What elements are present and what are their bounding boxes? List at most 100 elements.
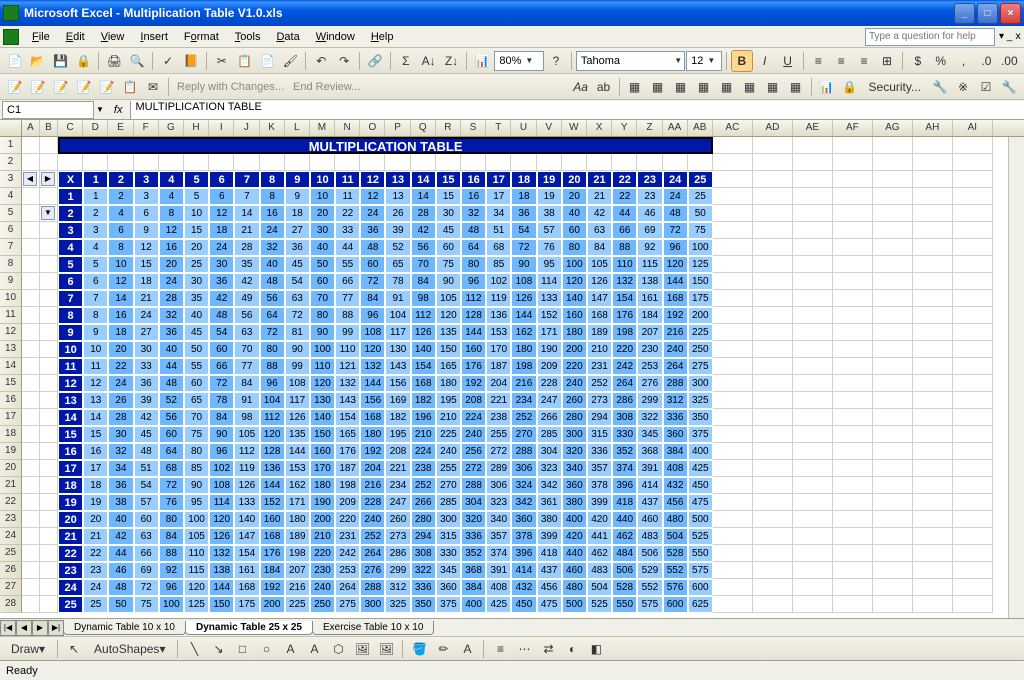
- table-cell[interactable]: 125: [184, 596, 209, 613]
- table-cell[interactable]: 462: [612, 528, 637, 545]
- tb2-c7[interactable]: ▦: [762, 76, 784, 98]
- row-header[interactable]: 18: [0, 426, 22, 443]
- table-cell[interactable]: 6: [108, 222, 133, 239]
- zoom-dropdown[interactable]: 80%▼: [494, 51, 544, 71]
- table-cell[interactable]: 70: [234, 341, 259, 358]
- table-cell[interactable]: 50: [310, 256, 335, 273]
- table-cell[interactable]: 9: [134, 222, 159, 239]
- table-cell[interactable]: 195: [385, 426, 410, 443]
- tab-first-icon[interactable]: |◀: [0, 620, 16, 636]
- table-cell[interactable]: 16: [108, 307, 133, 324]
- new-icon[interactable]: 📄: [4, 50, 26, 72]
- textbox-icon[interactable]: A: [279, 638, 301, 660]
- table-cell[interactable]: 54: [511, 222, 536, 239]
- table-cell[interactable]: 84: [234, 375, 259, 392]
- table-cell[interactable]: 176: [335, 443, 360, 460]
- table-cell[interactable]: 115: [637, 256, 662, 273]
- dash-style-icon[interactable]: ⋯: [513, 638, 535, 660]
- table-cell[interactable]: 119: [234, 460, 259, 477]
- row-header[interactable]: 6: [0, 222, 22, 239]
- table-cell[interactable]: 63: [234, 324, 259, 341]
- table-cell[interactable]: 255: [486, 426, 511, 443]
- col-header[interactable]: D: [83, 120, 108, 136]
- table-cell[interactable]: 325: [385, 596, 410, 613]
- table-cell[interactable]: 240: [310, 579, 335, 596]
- table-cell[interactable]: 28: [108, 409, 133, 426]
- table-cell[interactable]: 24: [209, 239, 234, 256]
- table-cell[interactable]: 285: [436, 494, 461, 511]
- table-cell[interactable]: 75: [134, 596, 159, 613]
- font-dropdown[interactable]: Tahoma▼: [576, 51, 685, 71]
- table-cell[interactable]: 85: [486, 256, 511, 273]
- table-cell[interactable]: 18: [285, 205, 310, 222]
- col-header[interactable]: E: [108, 120, 133, 136]
- table-cell[interactable]: 300: [360, 596, 385, 613]
- autosum-icon[interactable]: Σ: [395, 50, 417, 72]
- table-cell[interactable]: 60: [159, 426, 184, 443]
- vertical-scrollbar[interactable]: [1008, 137, 1024, 618]
- table-cell[interactable]: 264: [360, 545, 385, 562]
- tab-last-icon[interactable]: ▶|: [48, 620, 64, 636]
- table-cell[interactable]: 208: [461, 392, 486, 409]
- table-cell[interactable]: 104: [260, 392, 285, 409]
- table-cell[interactable]: 21: [234, 222, 259, 239]
- table-cell[interactable]: 15: [83, 426, 108, 443]
- table-cell[interactable]: 36: [285, 239, 310, 256]
- table-cell[interactable]: 294: [587, 409, 612, 426]
- table-cell[interactable]: 117: [285, 392, 310, 409]
- table-cell[interactable]: 182: [411, 392, 436, 409]
- table-cell[interactable]: 162: [285, 477, 310, 494]
- table-cell[interactable]: 132: [360, 358, 385, 375]
- table-cell[interactable]: 144: [511, 307, 536, 324]
- table-cell[interactable]: 65: [184, 392, 209, 409]
- table-cell[interactable]: 150: [688, 273, 713, 290]
- table-cell[interactable]: 230: [310, 562, 335, 579]
- nav-left-icon[interactable]: ◀: [23, 172, 37, 186]
- menu-edit[interactable]: Edit: [58, 29, 93, 45]
- table-cell[interactable]: 216: [663, 324, 688, 341]
- table-cell[interactable]: 84: [209, 409, 234, 426]
- table-cell[interactable]: 150: [310, 426, 335, 443]
- col-header[interactable]: W: [562, 120, 587, 136]
- table-cell[interactable]: 28: [234, 239, 259, 256]
- table-cell[interactable]: 39: [385, 222, 410, 239]
- table-cell[interactable]: 72: [285, 307, 310, 324]
- help-dropdown[interactable]: ▾ _ ⅹ: [999, 31, 1021, 42]
- table-cell[interactable]: 120: [184, 579, 209, 596]
- table-cell[interactable]: 224: [411, 443, 436, 460]
- table-cell[interactable]: 33: [134, 358, 159, 375]
- table-cell[interactable]: 90: [285, 341, 310, 358]
- table-cell[interactable]: 78: [385, 273, 410, 290]
- table-cell[interactable]: 126: [234, 477, 259, 494]
- sort-asc-icon[interactable]: A↓: [418, 50, 440, 72]
- table-cell[interactable]: 50: [688, 205, 713, 222]
- table-cell[interactable]: 40: [159, 341, 184, 358]
- table-cell[interactable]: 147: [234, 528, 259, 545]
- table-cell[interactable]: 64: [159, 443, 184, 460]
- table-cell[interactable]: 525: [688, 528, 713, 545]
- table-cell[interactable]: 12: [134, 239, 159, 256]
- col-header[interactable]: M: [310, 120, 335, 136]
- 3d-icon[interactable]: ◧: [585, 638, 607, 660]
- col-header[interactable]: F: [134, 120, 159, 136]
- table-cell[interactable]: 255: [436, 460, 461, 477]
- table-cell[interactable]: 20: [562, 188, 587, 205]
- table-cell[interactable]: 437: [537, 562, 562, 579]
- sheet-tab-1[interactable]: Dynamic Table 10 x 10: [63, 621, 186, 635]
- table-cell[interactable]: 36: [134, 375, 159, 392]
- table-cell[interactable]: 3: [83, 222, 108, 239]
- table-cell[interactable]: 360: [562, 477, 587, 494]
- table-cell[interactable]: 72: [159, 477, 184, 494]
- table-cell[interactable]: 247: [537, 392, 562, 409]
- table-cell[interactable]: 130: [310, 392, 335, 409]
- table-cell[interactable]: 161: [637, 290, 662, 307]
- table-cell[interactable]: 380: [562, 494, 587, 511]
- table-cell[interactable]: 187: [335, 460, 360, 477]
- table-cell[interactable]: 105: [234, 426, 259, 443]
- table-cell[interactable]: 160: [260, 511, 285, 528]
- table-cell[interactable]: 72: [511, 239, 536, 256]
- table-cell[interactable]: 208: [385, 443, 410, 460]
- table-cell[interactable]: 10: [310, 188, 335, 205]
- table-cell[interactable]: 160: [310, 443, 335, 460]
- table-cell[interactable]: 30: [310, 222, 335, 239]
